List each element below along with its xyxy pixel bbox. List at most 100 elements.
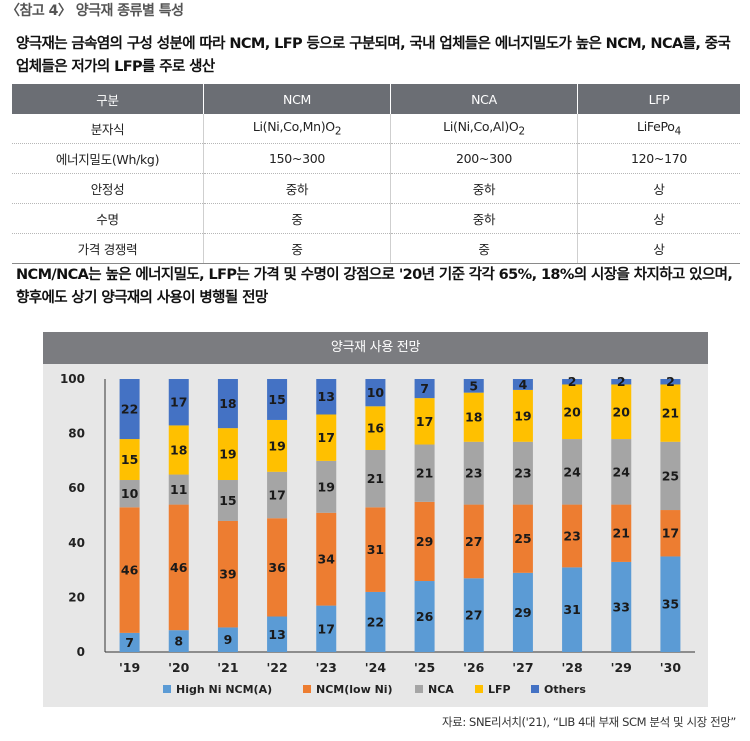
data-label: 21 (613, 526, 630, 541)
cell-lfp: 상 (577, 233, 740, 264)
bar-segment (660, 556, 681, 652)
header-ncm: NCM (203, 84, 391, 114)
data-label: 10 (367, 385, 385, 400)
data-label: 20 (613, 404, 631, 419)
data-label: 7 (420, 381, 429, 396)
bar-segment (463, 504, 484, 579)
bar-segment (168, 425, 189, 475)
bar-segment (267, 471, 288, 519)
bar-segment (512, 504, 533, 573)
data-label: 17 (170, 395, 187, 410)
bar-segment (660, 441, 681, 511)
legend-label: NCA (428, 683, 454, 696)
row-label: 에너지밀도(Wh/kg) (12, 143, 204, 174)
row-label: 분자식 (12, 114, 204, 144)
bar-segment (119, 632, 140, 652)
y-tick-label: 0 (77, 645, 85, 659)
data-label: 22 (367, 614, 384, 629)
data-label: 31 (367, 542, 384, 557)
cell-nca: 중하 (390, 173, 578, 204)
table-row: 안정성 중하 중하 상 (12, 173, 740, 204)
bar-segment (217, 627, 238, 652)
bar-segment (660, 384, 681, 442)
bar-segment (562, 504, 583, 568)
y-tick-label: 40 (68, 536, 85, 550)
data-label: 31 (563, 602, 580, 617)
data-label: 23 (514, 466, 531, 481)
legend-swatch (163, 685, 171, 693)
data-label: 24 (613, 464, 631, 479)
x-tick-label: '29 (611, 660, 632, 675)
data-label: 7 (125, 635, 134, 650)
row-label: 가격 경쟁력 (12, 233, 204, 264)
data-label: 13 (268, 627, 285, 642)
data-label: 15 (268, 392, 285, 407)
cell-ncm: 중 (203, 203, 391, 234)
row-label: 수명 (12, 203, 204, 234)
bar-segment (414, 398, 435, 445)
data-label: 13 (318, 389, 335, 404)
table-row: 에너지밀도(Wh/kg) 150~300 200~300 120~170 (12, 143, 740, 174)
data-label: 17 (416, 414, 433, 429)
bar-segment (512, 379, 533, 390)
bar-segment (611, 561, 632, 652)
x-tick-label: '21 (217, 660, 238, 675)
outlook-paragraph: NCM/NCA는 높은 에너지밀도, LFP는 가격 및 수명이 강점으로 '2… (16, 267, 733, 306)
y-tick-label: 20 (68, 590, 85, 604)
bar-segment (168, 474, 189, 505)
data-label: 18 (465, 410, 482, 425)
data-label: 17 (318, 430, 335, 445)
bar-segment (316, 414, 337, 461)
cell-ncm: 150~300 (203, 143, 391, 174)
data-label: 29 (416, 534, 433, 549)
data-label: 39 (219, 567, 236, 582)
data-label: 29 (514, 605, 531, 620)
bar-segment (611, 384, 632, 440)
x-tick-label: '26 (463, 660, 485, 675)
legend-label: High Ni NCM(A) (176, 683, 272, 696)
reference-title: 〈참고 4〉 양극재 종류별 특성 (6, 3, 184, 19)
bar-segment (168, 504, 189, 631)
data-label: 22 (121, 402, 138, 417)
bar-segment (562, 567, 583, 652)
data-label: 21 (416, 466, 433, 481)
bar-segment (217, 480, 238, 521)
data-label: 25 (514, 531, 531, 546)
y-tick-label: 80 (68, 427, 85, 441)
bar-segment (316, 512, 337, 606)
data-label: 19 (318, 479, 335, 494)
bar-segment (512, 389, 533, 442)
x-tick-label: '19 (119, 660, 140, 675)
bar-segment (660, 379, 681, 385)
bar-segment (267, 616, 288, 652)
data-label: 46 (170, 560, 188, 575)
cathode-spec-table: 구분 NCM NCA LFP 분자식 Li(Ni,Co,Mn)O2 Li(Ni,… (12, 84, 740, 264)
data-label: 23 (563, 528, 580, 543)
x-tick-label: '22 (266, 660, 287, 675)
bar-segment (512, 572, 533, 652)
data-label: 4 (519, 377, 528, 392)
bar-segment (414, 501, 435, 582)
bar-segment (463, 392, 484, 442)
data-label: 19 (268, 438, 285, 453)
x-tick-label: '25 (414, 660, 435, 675)
data-label: 23 (465, 466, 482, 481)
bar-segment (168, 630, 189, 652)
bar-segment (611, 439, 632, 505)
bar-segment (168, 379, 189, 426)
bar-segment (365, 591, 386, 652)
x-tick-label: '30 (660, 660, 682, 675)
bar-segment (316, 605, 337, 652)
bar-segment (562, 379, 583, 385)
x-tick-label: '23 (316, 660, 337, 675)
bar-segment (512, 441, 533, 505)
bar-segment (611, 504, 632, 562)
bar-segment (414, 581, 435, 652)
data-label: 9 (224, 632, 233, 647)
bar-segment (414, 444, 435, 502)
bar-segment (119, 439, 140, 481)
table-header-row: 구분 NCM NCA LFP (12, 84, 740, 114)
legend-label: NCM(low Ni) (316, 683, 393, 696)
row-label: 안정성 (12, 173, 204, 204)
data-label: 35 (662, 597, 679, 612)
